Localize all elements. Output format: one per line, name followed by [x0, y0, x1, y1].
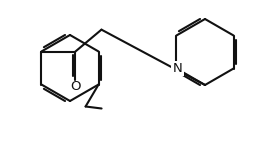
- Text: N: N: [172, 62, 182, 75]
- Text: O: O: [70, 80, 81, 94]
